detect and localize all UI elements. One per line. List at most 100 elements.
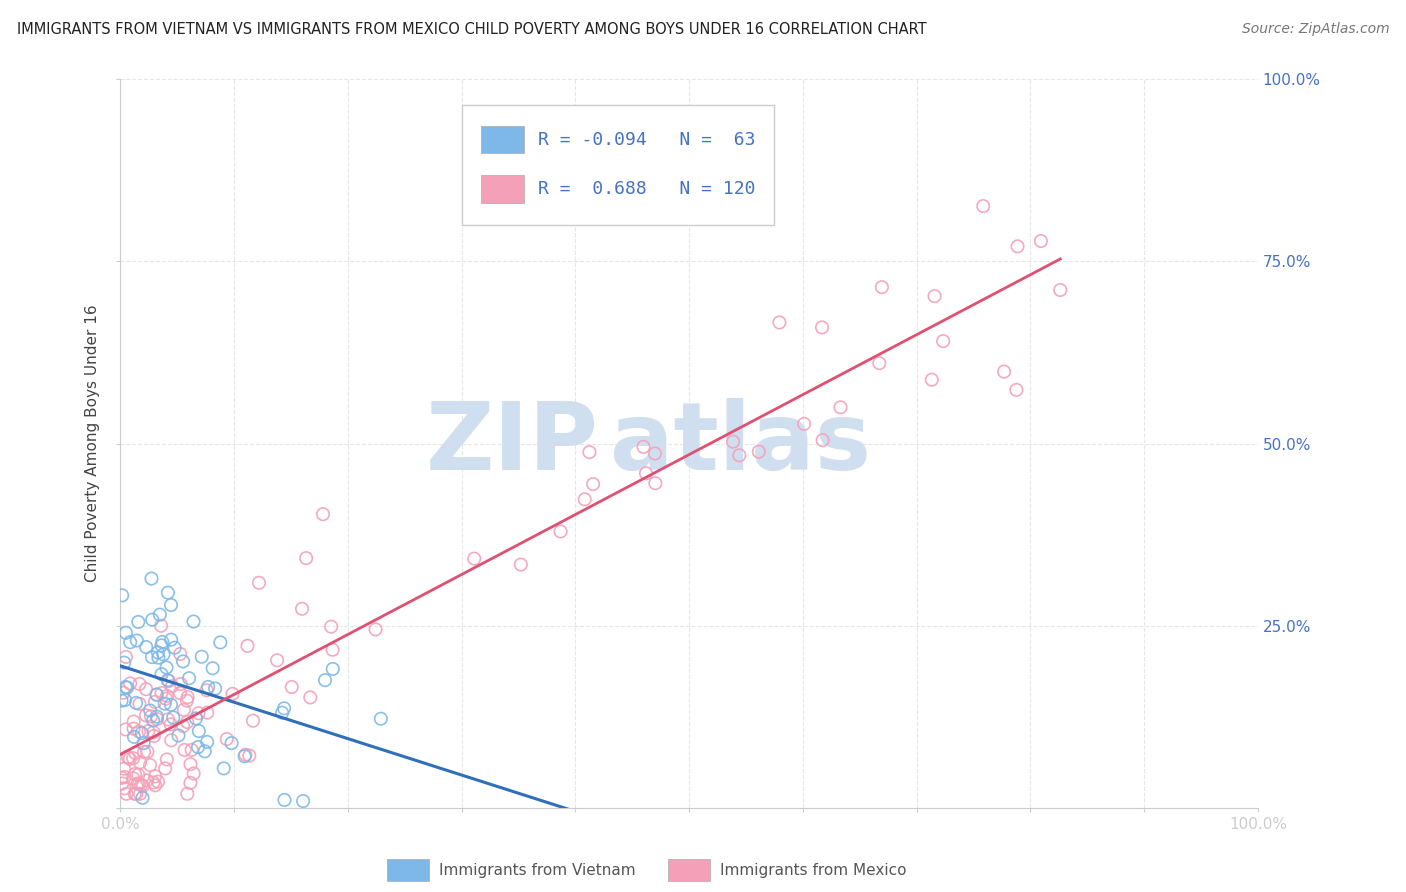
Point [176, 694, 198, 708]
Point [115, 649, 138, 664]
Point [163, 640, 186, 655]
Point [811, 433, 834, 447]
Point [114, 770, 136, 784]
Point [122, 730, 145, 744]
Point [142, 729, 165, 743]
Point [142, 725, 165, 739]
Point [160, 598, 183, 612]
Point [201, 661, 224, 675]
Point [152, 648, 174, 662]
Point [830, 401, 852, 415]
Point [281, 680, 304, 694]
Point [132, 736, 155, 750]
Point [370, 712, 392, 726]
Point [156, 689, 179, 703]
Point [176, 714, 198, 729]
Point [273, 793, 295, 807]
Point [312, 507, 335, 521]
Point [120, 676, 142, 690]
Point [112, 656, 135, 670]
Point [127, 615, 149, 629]
Point [1049, 283, 1071, 297]
Point [314, 673, 336, 687]
Point [114, 693, 136, 707]
Point [215, 732, 238, 747]
Point [118, 752, 141, 766]
Point [148, 650, 170, 665]
Text: R = -0.094   N =  63: R = -0.094 N = 63 [538, 130, 755, 149]
Point [156, 673, 179, 688]
FancyBboxPatch shape [481, 175, 524, 203]
Point [129, 756, 152, 770]
Point [172, 654, 194, 668]
Point [135, 708, 157, 723]
Point [150, 639, 173, 653]
Point [128, 697, 150, 711]
Point [183, 615, 205, 629]
Point [146, 712, 169, 726]
Point [136, 745, 159, 759]
Point [139, 704, 162, 718]
Point [156, 752, 179, 766]
Point [157, 673, 180, 688]
Point [159, 717, 181, 731]
Point [122, 751, 145, 765]
Point [114, 723, 136, 737]
Point [132, 745, 155, 759]
Point [141, 572, 163, 586]
Point [209, 635, 232, 649]
Point [322, 662, 344, 676]
Point [141, 650, 163, 665]
Point [127, 776, 149, 790]
Point [160, 733, 183, 747]
Point [1029, 234, 1052, 248]
Point [173, 743, 195, 757]
Point [143, 769, 166, 783]
Point [131, 790, 153, 805]
Point [146, 688, 169, 702]
Point [124, 767, 146, 781]
Point [728, 448, 751, 462]
Point [238, 748, 260, 763]
Point [187, 724, 209, 739]
Point [273, 701, 295, 715]
Point [125, 696, 148, 710]
Point [111, 776, 134, 790]
Point [150, 619, 173, 633]
FancyBboxPatch shape [461, 104, 775, 225]
Text: atlas: atlas [610, 398, 870, 490]
Point [204, 681, 226, 696]
Point [167, 729, 190, 743]
Point [115, 625, 138, 640]
Point [131, 726, 153, 740]
Point [187, 740, 209, 755]
Point [120, 635, 142, 649]
Point [156, 585, 179, 599]
Point [128, 677, 150, 691]
Point [195, 683, 218, 698]
Point [1007, 239, 1029, 253]
Point [114, 680, 136, 694]
Point [364, 623, 387, 637]
Point [578, 445, 600, 459]
Point [146, 709, 169, 723]
Text: R =  0.688   N = 120: R = 0.688 N = 120 [538, 180, 755, 198]
Point [221, 736, 243, 750]
Point [176, 690, 198, 705]
Point [321, 620, 343, 634]
Point [128, 777, 150, 791]
Point [221, 687, 243, 701]
Point [180, 743, 202, 757]
Point [212, 761, 235, 775]
Point [173, 703, 195, 717]
Point [242, 714, 264, 728]
Point [183, 766, 205, 780]
Point [129, 787, 152, 801]
Point [190, 649, 212, 664]
Point [128, 724, 150, 739]
Point [127, 768, 149, 782]
Point [169, 647, 191, 661]
Point [132, 779, 155, 793]
Point [111, 771, 134, 785]
Point [117, 750, 139, 764]
